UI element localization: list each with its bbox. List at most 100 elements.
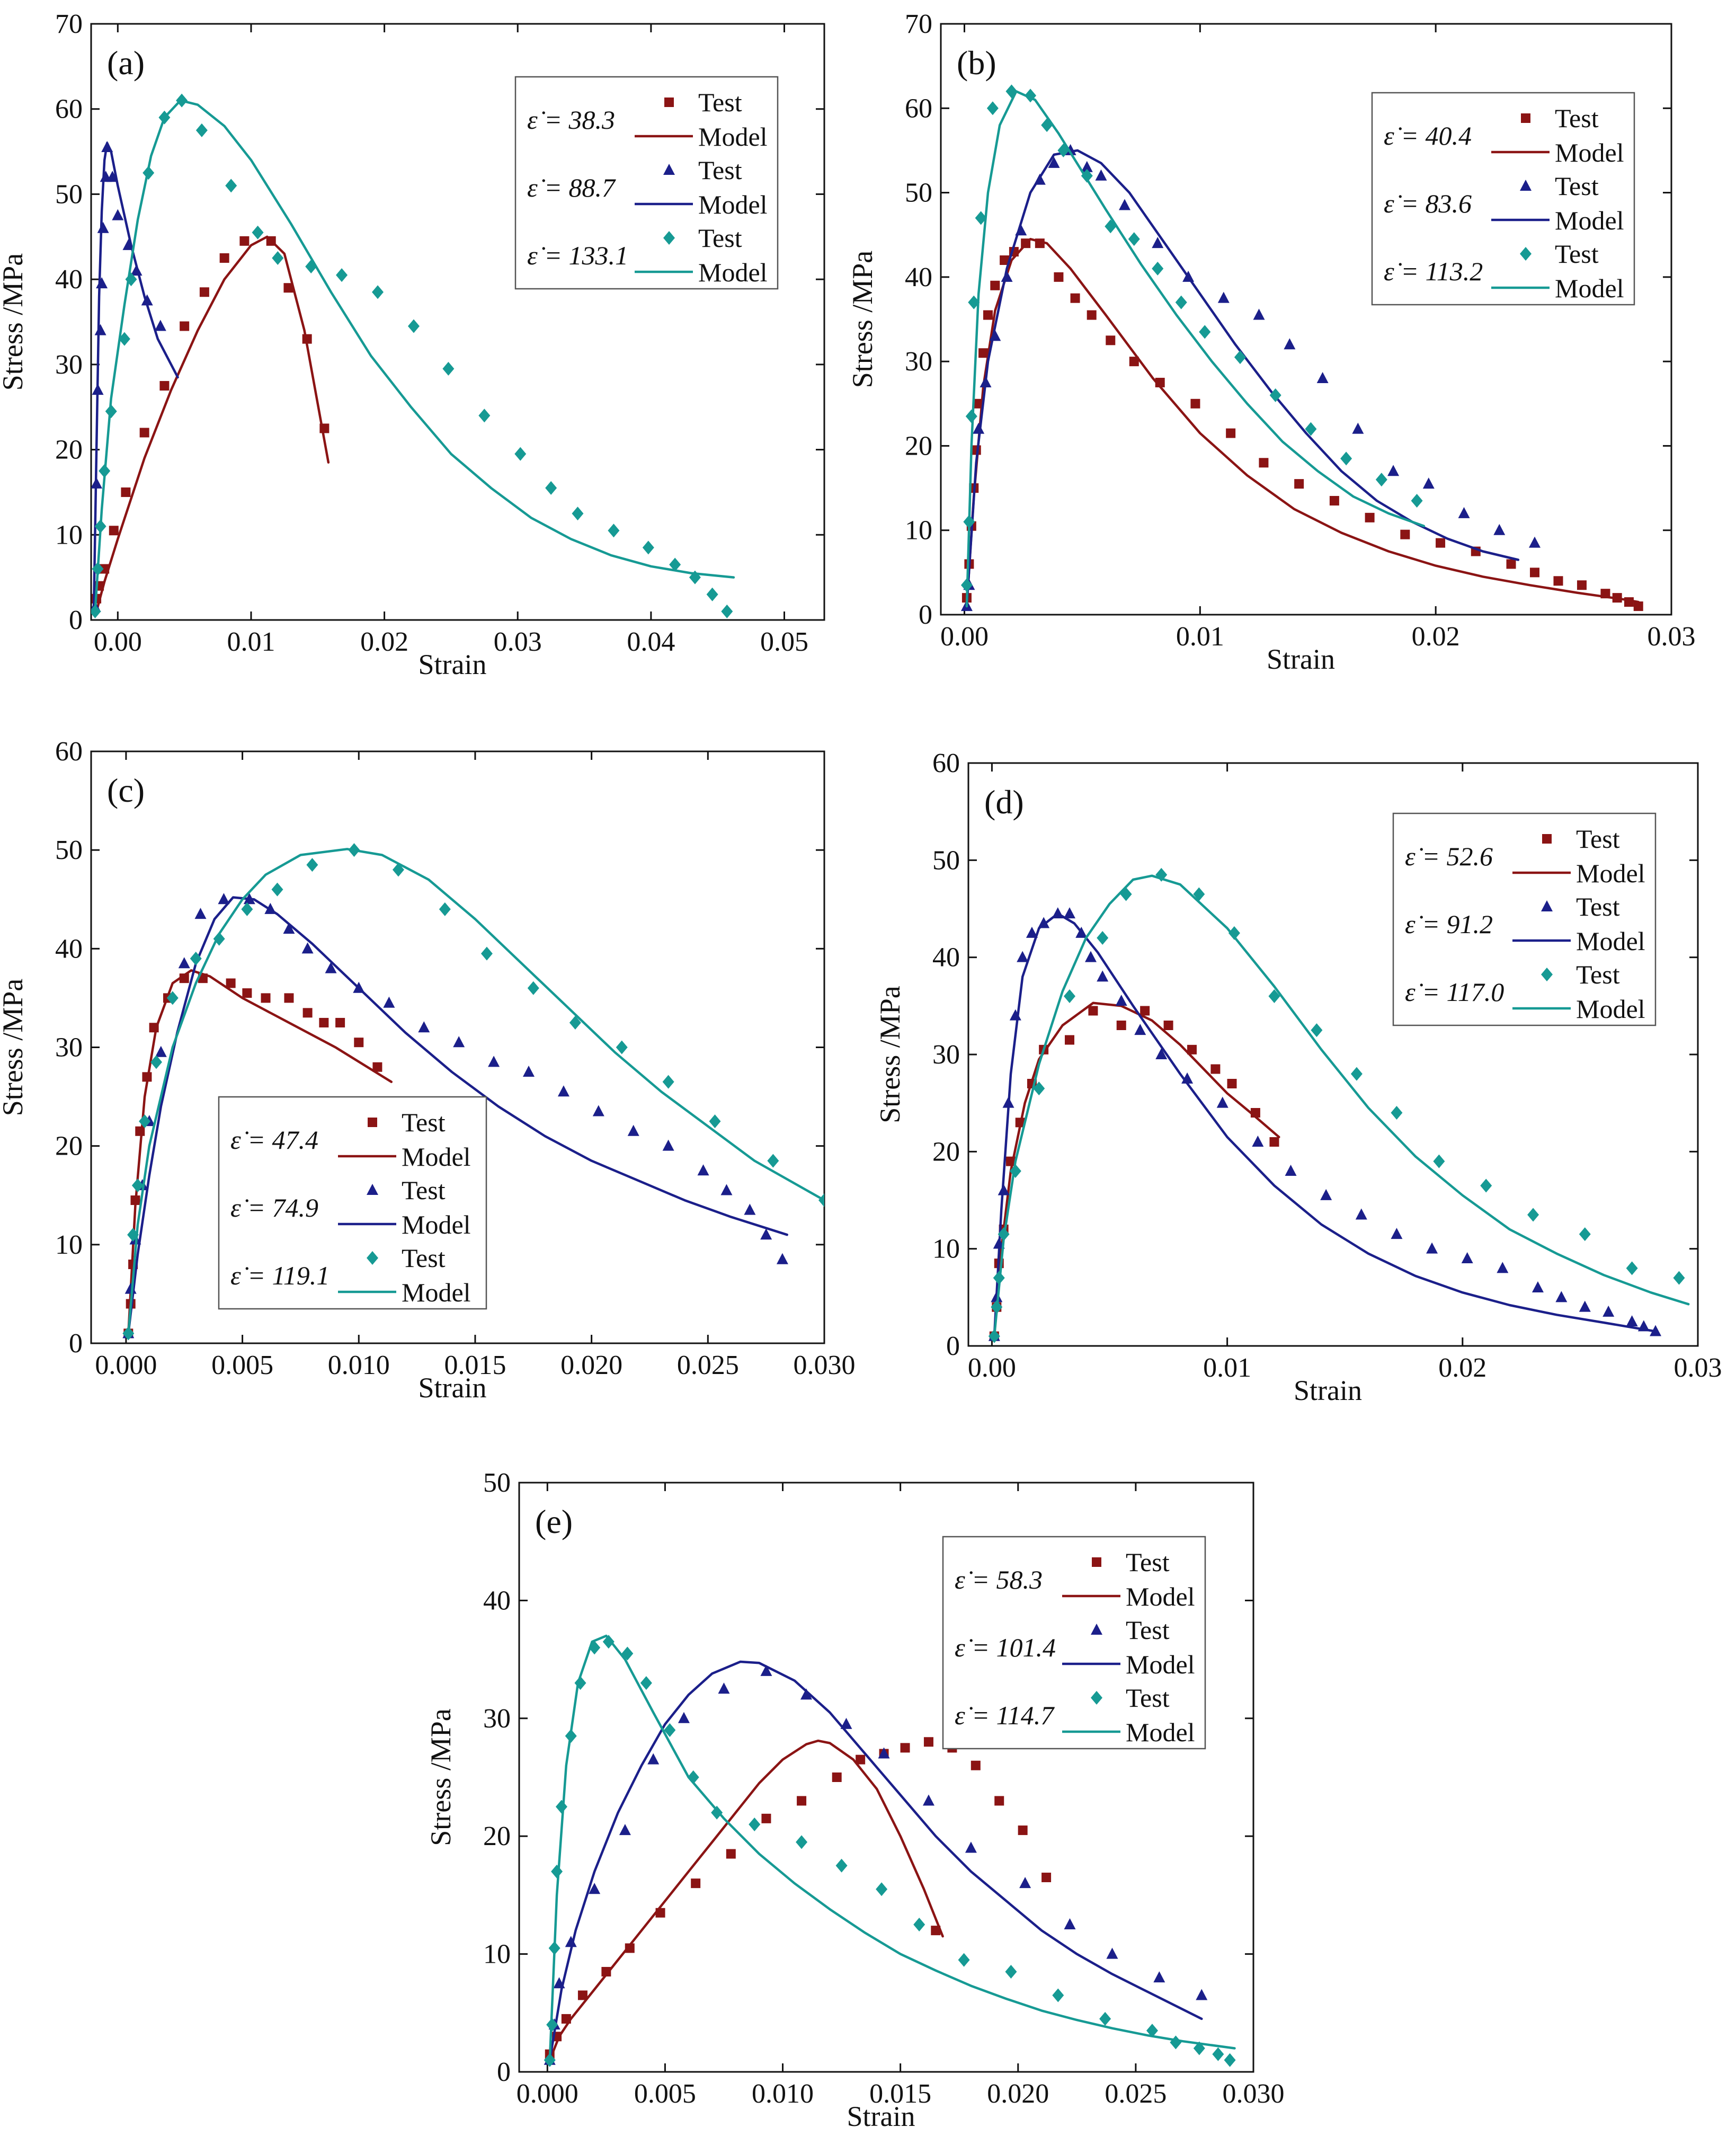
legend: ε̇ = 58.3 Test Model ε̇ = 101.4 Test Model ε̇ … [942, 1536, 1206, 1750]
test-point-blue [878, 1747, 890, 1759]
legend-test-marker [1520, 180, 1532, 191]
test-point-red [219, 253, 229, 263]
y-tick-label: 30 [55, 350, 83, 380]
legend-test-marker [1092, 1557, 1101, 1567]
test-point-red [1163, 1021, 1173, 1030]
test-point-red [130, 1195, 140, 1206]
test-point-blue [264, 902, 277, 914]
test-point-teal [669, 557, 681, 572]
test-point-teal [213, 932, 225, 946]
test-point-blue [96, 277, 108, 289]
y-tick-label: 50 [55, 835, 83, 865]
test-point-red [990, 280, 1000, 290]
test-point-blue [1555, 1291, 1568, 1302]
legend-test-marker [367, 1184, 378, 1195]
test-point-blue [1034, 173, 1046, 185]
legend-rate-label: ε̇ = 83.6 [1384, 189, 1472, 218]
x-tick-label: 0.05 [760, 627, 808, 657]
x-tick-label: 0.01 [1203, 1353, 1251, 1383]
test-point-teal [687, 1770, 699, 1784]
test-point-teal [195, 123, 208, 137]
test-point-red [832, 1772, 842, 1782]
legend-rate-label: ε̇ = 58.3 [955, 1565, 1043, 1594]
x-tick-label: 0.030 [1223, 2079, 1285, 2109]
chart-panel-4: 0.000 0.005 0.010 0.015 0.020 0.025 0.030 0 10 20… [425, 1468, 1285, 2132]
test-point-red [974, 398, 984, 409]
test-point-blue [301, 942, 314, 954]
test-point-teal [190, 951, 202, 965]
legend-rate-label: ε̇ = 101.4 [955, 1633, 1056, 1662]
x-tick-label: 0.02 [1412, 622, 1460, 652]
test-point-red [1005, 1156, 1016, 1166]
test-point-red [1065, 1035, 1075, 1045]
y-tick-label: 10 [932, 1234, 960, 1264]
test-point-teal [1311, 1023, 1323, 1038]
y-tick-label: 60 [932, 748, 960, 778]
test-point-teal [1350, 1067, 1363, 1081]
chart-panel-2: 0.000 0.005 0.010 0.015 0.020 0.025 0.030 0 10 20… [0, 737, 856, 1404]
test-point-blue [383, 996, 395, 1008]
test-point-blue [94, 324, 106, 335]
test-point-red [149, 1023, 159, 1033]
plot-area [988, 867, 1690, 1343]
test-point-teal [122, 1326, 135, 1341]
test-point-teal [991, 1300, 1003, 1314]
x-tick-label: 0.010 [752, 2079, 814, 2109]
test-point-teal [1527, 1208, 1539, 1222]
legend-model-label: Model [698, 258, 768, 287]
x-tick-label: 0.03 [494, 627, 542, 657]
test-point-teal [1193, 887, 1205, 901]
test-point-blue [565, 1936, 577, 1947]
test-point-blue [1064, 1918, 1076, 1929]
test-point-red [1633, 601, 1643, 611]
test-point-blue [647, 1753, 660, 1765]
test-point-red [1088, 1006, 1098, 1016]
test-point-teal [1009, 1164, 1021, 1178]
test-point-blue [1181, 1072, 1194, 1084]
test-point-teal [545, 481, 557, 495]
test-point-teal [1005, 1964, 1017, 1979]
test-point-teal [988, 1329, 1000, 1343]
test-point-red [1227, 1079, 1237, 1088]
x-tick-label: 0.025 [677, 1350, 739, 1380]
test-point-blue [619, 1824, 631, 1836]
test-point-blue [1391, 1228, 1403, 1239]
test-point-red [797, 1796, 807, 1806]
y-tick-label: 30 [905, 347, 932, 377]
test-point-red [239, 236, 250, 246]
test-point-teal [963, 515, 975, 529]
test-point-blue [1015, 224, 1027, 236]
x-tick-label: 0.005 [211, 1350, 273, 1380]
test-point-red [983, 310, 993, 320]
y-tick-label: 10 [905, 516, 932, 546]
test-point-blue [1064, 907, 1076, 919]
x-tick-label: 0.00 [94, 627, 142, 657]
y-tick-label: 50 [483, 1468, 511, 1498]
x-axis-label: Strain [419, 649, 487, 680]
legend-model-label: Model [1126, 1650, 1195, 1679]
test-point-teal [1128, 232, 1140, 246]
legend-test-label: Test [1126, 1683, 1170, 1713]
y-tick-label: 10 [55, 1230, 83, 1260]
test-point-teal [1097, 931, 1109, 945]
y-axis-label: Stress /MPa [847, 251, 878, 388]
test-point-blue [112, 209, 124, 220]
legend-model-label: Model [1126, 1582, 1195, 1611]
legend-box [1371, 92, 1635, 306]
test-point-blue [1216, 1096, 1228, 1108]
test-point-blue [980, 376, 992, 387]
x-axis-label: Strain [847, 2100, 915, 2132]
test-point-teal [711, 1805, 723, 1820]
x-tick-label: 0.01 [1176, 622, 1224, 652]
test-point-blue [1118, 199, 1130, 210]
test-point-teal [548, 1941, 560, 1955]
y-tick-label: 60 [55, 94, 83, 125]
test-point-blue [1152, 237, 1164, 249]
x-tick-label: 0.01 [227, 627, 275, 657]
test-point-blue [1081, 161, 1093, 172]
legend-rate-label: ε̇ = 88.7 [527, 173, 616, 202]
test-point-blue [141, 294, 153, 306]
legend-box [218, 1096, 487, 1310]
test-point-teal [143, 166, 155, 180]
test-point-teal [544, 2053, 556, 2067]
